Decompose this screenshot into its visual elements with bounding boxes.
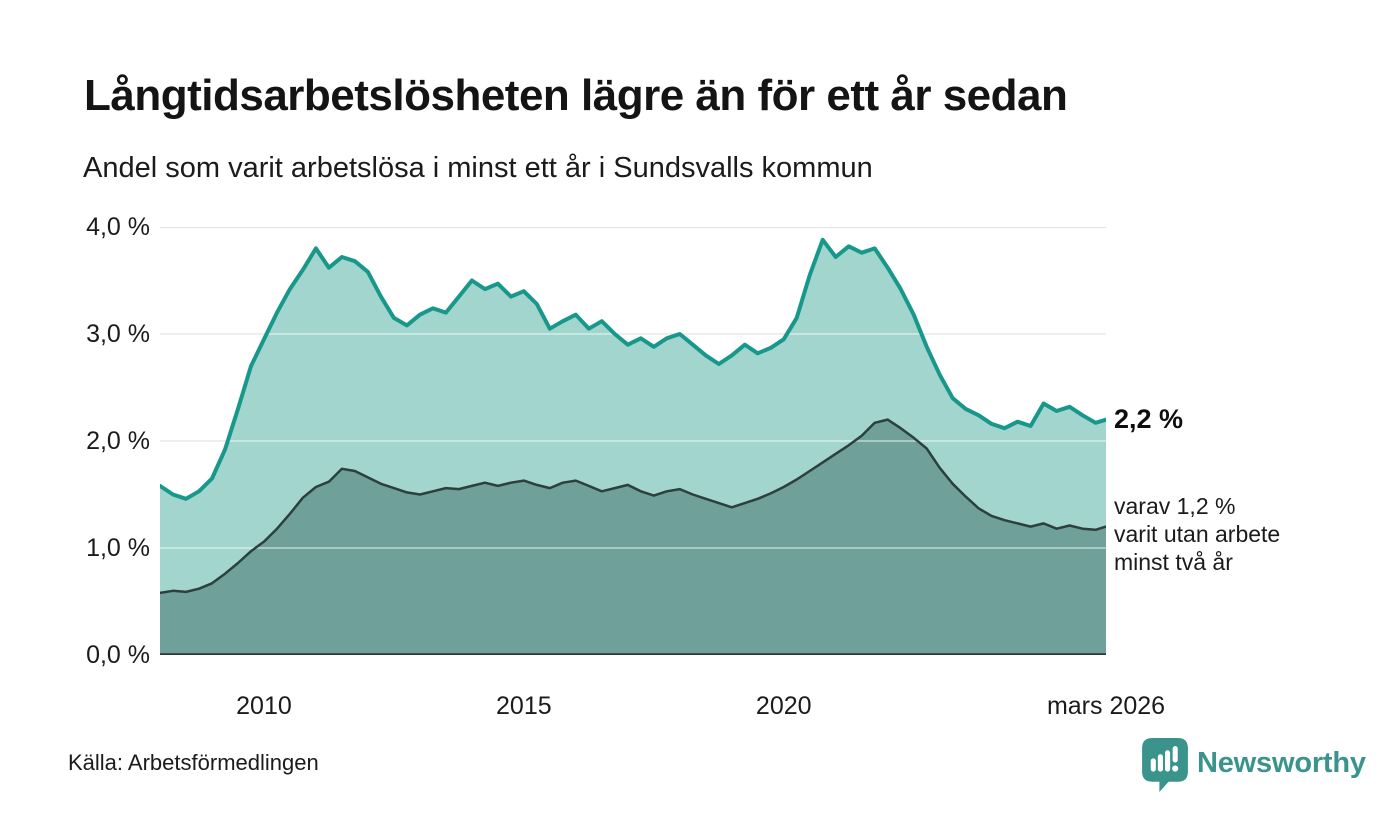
exclamation-stem <box>1172 746 1178 763</box>
bar-1 <box>1150 758 1156 772</box>
secondary-annotation-line: varav 1,2 % <box>1114 493 1236 519</box>
secondary-annotation: varav 1,2 % varit utan arbete minst två … <box>1114 492 1280 576</box>
newsworthy-logo-icon <box>1142 738 1188 792</box>
area-fill <box>160 419 1106 655</box>
x-tick-label: 2015 <box>496 692 552 720</box>
x-tick-label: 2010 <box>236 692 292 720</box>
x-tick-label: mars 2026 <box>1046 692 1166 720</box>
page-subtitle: Andel som varit arbetslösa i minst ett å… <box>83 152 873 184</box>
x-tick-label: 2020 <box>755 692 812 720</box>
area-chart <box>160 227 1106 655</box>
exclamation-dot <box>1172 765 1179 772</box>
newsworthy-logo-text: Newsworthy <box>1197 747 1366 779</box>
y-tick-label: 0,0 % <box>86 641 150 669</box>
secondary-annotation-line: varit utan arbete <box>1114 521 1281 547</box>
series-line <box>160 418 1106 595</box>
y-tick-label: 4,0 % <box>86 213 150 241</box>
bar-2 <box>1157 754 1163 772</box>
series-line <box>160 237 1106 501</box>
newsworthy-logo: Newsworthy <box>1142 738 1366 793</box>
secondary-annotation-line: minst två år <box>1114 549 1233 575</box>
plot-area <box>160 227 1106 655</box>
y-tick-label: 1,0 % <box>86 534 150 562</box>
latest-value-label: 2,2 % <box>1114 404 1184 434</box>
y-tick-label: 2,0 % <box>86 427 150 455</box>
y-tick-label: 3,0 % <box>86 320 150 348</box>
page-title: Långtidsarbetslösheten lägre än för ett … <box>84 71 1068 120</box>
bar-3 <box>1165 750 1171 772</box>
source-label: Källa: Arbetsförmedlingen <box>68 750 319 775</box>
